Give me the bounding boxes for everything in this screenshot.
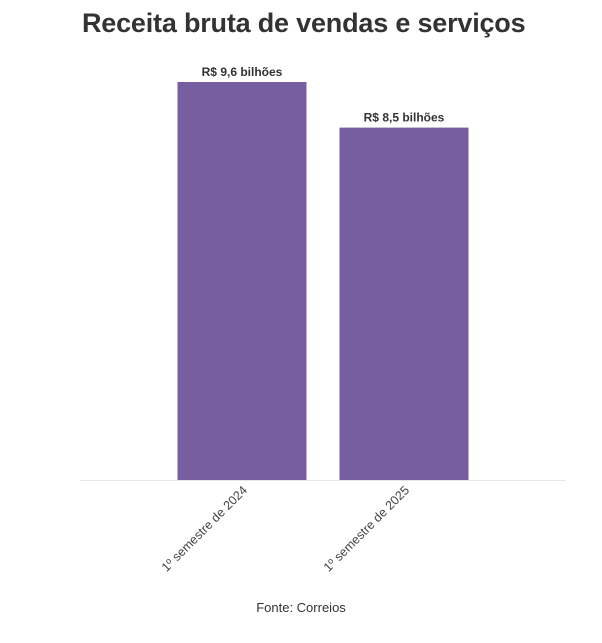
chart-title: Receita bruta de vendas e serviços — [82, 8, 526, 38]
data-label-2: R$ 8,5 bilhões — [364, 111, 445, 125]
x-tick-labels-group: 1º semestre de 2024 1º semestre de 2025 — [159, 483, 412, 574]
source-note: Fonte: Correios — [256, 600, 346, 615]
x-tick-label-2: 1º semestre de 2025 — [321, 483, 412, 574]
data-label-1: R$ 9,6 bilhões — [202, 65, 283, 79]
data-labels-group: R$ 9,6 bilhões R$ 8,5 bilhões — [202, 65, 445, 125]
x-tick-label-1: 1º semestre de 2024 — [159, 483, 250, 574]
bar-1 — [177, 82, 307, 480]
bar-2 — [339, 127, 469, 481]
bar-chart: R$ 9,6 bilhões R$ 8,5 bilhões 1º semestre… — [80, 65, 566, 574]
bars-group — [177, 82, 469, 481]
